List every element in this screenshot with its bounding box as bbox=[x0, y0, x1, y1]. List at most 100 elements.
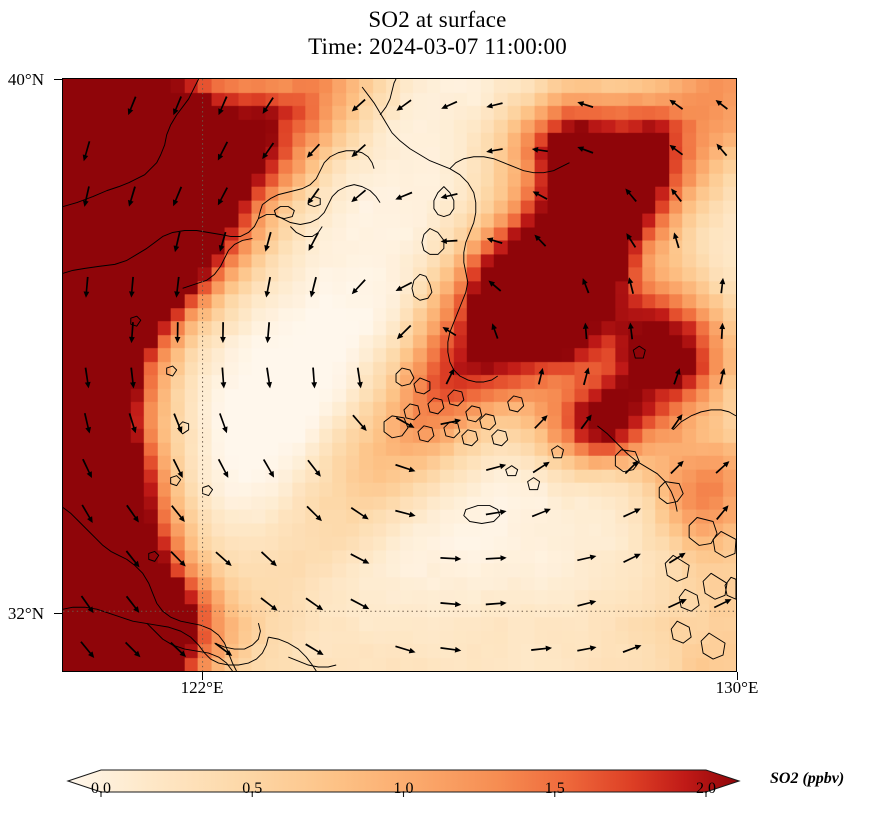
wind-arrow bbox=[80, 641, 95, 659]
wind-arrow bbox=[537, 367, 545, 385]
coastline bbox=[166, 365, 178, 377]
coastline bbox=[479, 413, 497, 431]
coastline bbox=[146, 622, 233, 671]
wind-arrow bbox=[626, 233, 637, 248]
wind-arrow bbox=[125, 595, 140, 613]
wind-arrow bbox=[534, 234, 547, 247]
y-tick-label-1: 32°N bbox=[7, 604, 44, 623]
wind-arrow bbox=[351, 189, 367, 203]
wind-arrow bbox=[719, 368, 726, 385]
coastline bbox=[443, 421, 461, 439]
wind-arrow bbox=[351, 279, 366, 295]
wind-arrow bbox=[262, 459, 275, 478]
wind-arrow bbox=[577, 554, 597, 562]
colorbar-tick-label-3: 1.5 bbox=[544, 780, 565, 797]
wind-arrow bbox=[485, 600, 507, 607]
wind-arrow bbox=[262, 142, 275, 160]
colorbar[interactable]: 0.0 0.5 1.0 1.5 2.0 bbox=[0, 752, 875, 836]
wind-arrow bbox=[534, 415, 548, 429]
coastline bbox=[170, 475, 182, 487]
wind-arrow bbox=[264, 276, 272, 298]
wind-arrow bbox=[350, 507, 369, 520]
coastline bbox=[700, 632, 726, 660]
wind-arrow bbox=[311, 367, 318, 389]
wind-arrow bbox=[356, 367, 363, 389]
wind-arrow bbox=[582, 322, 589, 340]
wind-arrow bbox=[127, 96, 137, 116]
wind-arrow bbox=[130, 367, 136, 389]
wind-arrow bbox=[486, 237, 503, 244]
coastline bbox=[395, 367, 415, 387]
wind-arrow bbox=[577, 146, 594, 154]
wind-arrow bbox=[395, 191, 413, 200]
wind-arrow bbox=[671, 414, 683, 430]
coastline bbox=[288, 656, 337, 668]
coastline bbox=[411, 273, 433, 301]
wind-arrow bbox=[265, 322, 271, 344]
wind-arrow bbox=[214, 642, 233, 657]
wind-arrow bbox=[395, 509, 416, 518]
coastline bbox=[413, 377, 431, 395]
x-tick-label-0: 122°E bbox=[180, 678, 224, 697]
wind-arrow bbox=[628, 322, 634, 340]
wind-arrow bbox=[716, 505, 729, 521]
wind-arrow bbox=[532, 191, 548, 200]
wind-arrow bbox=[170, 641, 187, 658]
wind-arrow bbox=[669, 144, 684, 156]
y-tick-label-0: 40°N bbox=[7, 70, 44, 89]
wind-arrow bbox=[82, 141, 91, 162]
wind-arrow bbox=[129, 276, 135, 298]
wind-arrow bbox=[580, 414, 592, 430]
wind-arrow bbox=[171, 505, 185, 523]
wind-arrow bbox=[174, 322, 181, 344]
wind-arrow bbox=[215, 551, 232, 567]
wind-arrow bbox=[445, 368, 455, 385]
coastline bbox=[597, 425, 678, 512]
wind-arrow bbox=[715, 461, 730, 474]
wind-arrow bbox=[622, 644, 642, 653]
wind-arrow bbox=[440, 601, 462, 608]
wind-arrow bbox=[486, 147, 503, 154]
y-tick-mark-0 bbox=[54, 79, 62, 81]
wind-arrow bbox=[582, 278, 590, 294]
coastline bbox=[63, 507, 237, 671]
wind-arrow bbox=[173, 413, 183, 434]
coastline bbox=[712, 530, 736, 558]
wind-arrow bbox=[623, 508, 641, 518]
wind-arrow bbox=[577, 645, 597, 652]
coastline bbox=[63, 606, 269, 666]
y-tick-mark-1 bbox=[54, 613, 62, 615]
wind-arrow bbox=[173, 96, 182, 116]
coastline bbox=[447, 389, 465, 407]
wind-arrow bbox=[531, 146, 548, 153]
wind-arrow bbox=[220, 322, 226, 344]
wind-arrow bbox=[673, 232, 680, 249]
wind-arrow bbox=[440, 555, 462, 562]
wind-arrow bbox=[351, 98, 366, 112]
wind-arrow bbox=[577, 599, 597, 607]
coastline bbox=[63, 79, 200, 208]
colorbar-tick-label-2: 1.0 bbox=[393, 780, 414, 797]
wind-arrow bbox=[305, 597, 324, 611]
coastline-layer bbox=[63, 79, 736, 671]
wind-arrow bbox=[713, 599, 732, 609]
wind-arrow bbox=[217, 141, 229, 161]
wind-arrow bbox=[125, 550, 140, 568]
coastline bbox=[449, 156, 570, 174]
so2-heatmap-field bbox=[63, 79, 736, 671]
title-line-variable: SO2 at surface bbox=[368, 7, 507, 32]
wind-arrow bbox=[82, 458, 92, 479]
wind-arrow bbox=[264, 231, 272, 252]
wind-arrow bbox=[671, 188, 682, 202]
coastline bbox=[527, 477, 541, 491]
wind-arrow bbox=[351, 143, 366, 158]
coastline bbox=[273, 206, 295, 220]
wind-arrow bbox=[81, 504, 93, 523]
coastline bbox=[262, 150, 375, 205]
wind-arrow bbox=[715, 100, 728, 110]
map-plot-area[interactable] bbox=[62, 78, 737, 672]
wind-arrow bbox=[306, 505, 322, 522]
wind-arrow bbox=[442, 327, 457, 337]
wind-arrow bbox=[307, 188, 320, 205]
wind-arrow bbox=[577, 101, 594, 109]
